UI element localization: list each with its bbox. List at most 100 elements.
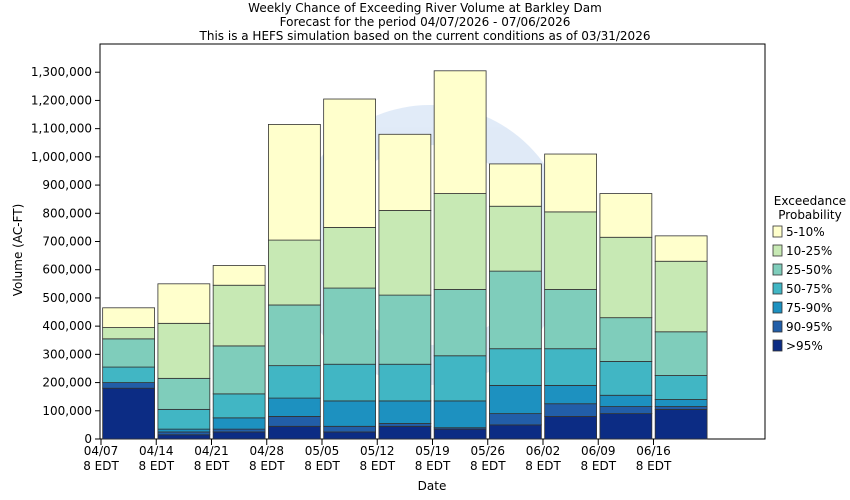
bar-segment xyxy=(102,382,155,389)
bar-segment xyxy=(433,428,487,440)
bar-segment xyxy=(433,289,487,357)
bar-segment xyxy=(323,226,376,289)
y-tick-label: 900,000 xyxy=(42,178,92,192)
x-tick-label-time: 8 EDT xyxy=(359,459,395,473)
bar-segment xyxy=(599,413,653,440)
y-tick-label: 1,200,000 xyxy=(31,93,92,107)
bar-segment xyxy=(654,406,708,410)
bar-segment xyxy=(378,400,432,424)
y-tick-label: 100,000 xyxy=(42,404,92,418)
bar-segment xyxy=(268,239,321,306)
title-line-1: Weekly Chance of Exceeding River Volume … xyxy=(248,1,602,15)
x-tick-label-date: 05/26 xyxy=(470,444,505,458)
bar-segment xyxy=(323,287,376,365)
x-tick-label-time: 8 EDT xyxy=(470,459,506,473)
legend-title-line-1: Exceedance xyxy=(774,194,846,208)
bar-segment xyxy=(157,431,211,436)
y-tick-label: 1,300,000 xyxy=(31,65,92,79)
legend-label: 10-25% xyxy=(786,244,832,258)
bar-segment xyxy=(378,425,432,440)
x-tick-label-time: 8 EDT xyxy=(138,459,174,473)
x-tick-label-date: 05/19 xyxy=(415,444,450,458)
legend-swatch xyxy=(772,301,783,314)
bar-segment xyxy=(433,400,487,429)
bar-segment xyxy=(157,322,211,379)
title-line-3: This is a HEFS simulation based on the c… xyxy=(199,29,651,43)
bar-segment xyxy=(544,384,597,405)
x-tick-label-date: 06/02 xyxy=(526,444,561,458)
legend-label: 90-95% xyxy=(786,320,832,334)
bar-segment xyxy=(654,408,708,440)
bar-segment xyxy=(654,260,708,333)
x-tick-label-date: 05/05 xyxy=(305,444,340,458)
bar-segment xyxy=(268,124,321,241)
legend-label: 25-50% xyxy=(786,263,832,277)
bar-segment xyxy=(268,304,321,367)
bar-segment xyxy=(378,133,432,211)
bar-segment xyxy=(599,406,653,415)
bar-segment xyxy=(212,393,266,419)
bar-segment xyxy=(433,193,487,290)
x-tick-label-date: 04/21 xyxy=(194,444,229,458)
bar-segment xyxy=(378,363,432,402)
y-tick-label: 0 xyxy=(84,432,92,446)
bar-segment xyxy=(212,345,266,395)
legend-label: 50-75% xyxy=(786,282,832,296)
legend-label: 5-10% xyxy=(786,225,825,239)
title-line-2: Forecast for the period 04/07/2026 - 07/… xyxy=(280,15,571,29)
legend-swatch xyxy=(772,244,783,257)
legend-label: 75-90% xyxy=(786,301,832,315)
bar-segment xyxy=(489,413,542,426)
bar-segment xyxy=(212,428,266,433)
bar-segment xyxy=(654,399,708,407)
y-tick-label: 800,000 xyxy=(42,206,92,220)
y-tick-label: 200,000 xyxy=(42,376,92,390)
y-axis: 0 100,000 200,000 300,000 400,000 500,000 600,… xyxy=(31,65,100,446)
bar-segment xyxy=(544,211,597,290)
x-tick-label-time: 8 EDT xyxy=(194,459,230,473)
bar-segment xyxy=(599,193,653,238)
bar-segment xyxy=(433,70,487,194)
bar-segment xyxy=(323,98,376,228)
bar-segment xyxy=(544,348,597,386)
legend: Exceedance Probability 5-10% 10-25% 25-50%… xyxy=(772,194,846,353)
bar-segment xyxy=(268,365,321,399)
x-tick-label-time: 8 EDT xyxy=(636,459,672,473)
bar-segment xyxy=(489,424,542,440)
y-tick-label: 1,100,000 xyxy=(31,122,92,136)
bar-segment xyxy=(378,210,432,296)
bar-segment xyxy=(157,377,211,410)
bar-segment xyxy=(102,327,155,340)
x-tick-label-time: 8 EDT xyxy=(580,459,616,473)
x-tick-label-date: 04/14 xyxy=(139,444,174,458)
bar-segment xyxy=(323,425,376,433)
x-tick-label-date: 04/07 xyxy=(84,444,119,458)
legend-swatch xyxy=(772,263,783,276)
bar-segment xyxy=(654,331,708,376)
bar-segment xyxy=(157,283,211,324)
bar-segment xyxy=(268,425,321,440)
bar-segment xyxy=(157,434,211,440)
bar-segment xyxy=(102,307,155,328)
bar-segment xyxy=(102,387,155,440)
bar-segment xyxy=(212,265,266,286)
x-tick-label-time: 8 EDT xyxy=(525,459,561,473)
legend-swatch xyxy=(772,339,783,352)
bar-segment xyxy=(433,355,487,402)
legend-swatch xyxy=(772,282,783,295)
y-axis-title: Volume (AC-FT) xyxy=(11,204,25,297)
x-axis-title: Date xyxy=(418,479,447,493)
bar-segment xyxy=(489,270,542,350)
bar-segment xyxy=(212,431,266,440)
bar-segment xyxy=(212,284,266,347)
bar-segment xyxy=(489,348,542,386)
bar-segment xyxy=(544,416,597,440)
bar-segment xyxy=(544,403,597,417)
y-tick-label: 400,000 xyxy=(42,319,92,333)
bar-segment xyxy=(599,236,653,319)
x-tick-label-date: 06/09 xyxy=(581,444,616,458)
bar-segment xyxy=(102,338,155,368)
legend-items: 5-10% 10-25% 25-50% 50-75% 75-90% 90-95% >95% xyxy=(772,225,832,353)
